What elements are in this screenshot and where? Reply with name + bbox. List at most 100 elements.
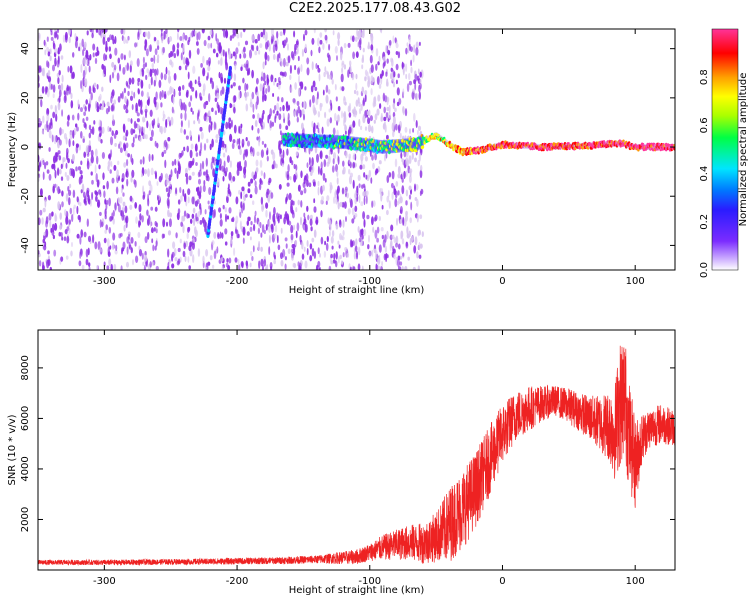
noise-cell xyxy=(259,222,261,228)
noise-cell xyxy=(222,265,224,271)
noise-cell xyxy=(225,51,227,59)
noise-cell xyxy=(126,171,129,178)
noise-cell xyxy=(335,198,338,204)
noise-cell xyxy=(190,219,193,224)
noise-cell xyxy=(323,72,325,77)
noise-cell xyxy=(58,85,61,90)
noise-cell xyxy=(258,50,260,55)
noise-cell xyxy=(150,137,153,141)
noise-cell xyxy=(47,37,49,42)
noise-cell xyxy=(186,136,189,140)
noise-cell xyxy=(168,75,171,83)
noise-cell xyxy=(231,231,234,236)
noise-cell xyxy=(137,81,139,86)
noise-cell xyxy=(392,246,394,253)
noise-cell xyxy=(50,228,52,233)
noise-cell xyxy=(222,86,225,94)
noise-cell xyxy=(336,224,339,230)
noise-cell xyxy=(359,194,361,203)
noise-cell xyxy=(287,183,290,187)
noise-cell xyxy=(169,174,172,181)
noise-cell xyxy=(156,228,158,233)
noise-cell xyxy=(267,40,270,47)
noise-cell xyxy=(352,35,355,42)
noise-cell xyxy=(267,85,270,92)
noise-cell xyxy=(150,207,153,211)
noise-cell xyxy=(330,254,333,258)
noise-cell xyxy=(100,139,102,144)
noise-cell xyxy=(419,255,422,259)
noise-cell xyxy=(80,131,83,139)
noise-cell xyxy=(417,230,419,236)
noise-cell xyxy=(124,88,126,94)
noise-cell xyxy=(371,126,373,134)
noise-cell xyxy=(93,52,95,57)
noise-cell xyxy=(122,91,124,99)
noise-cell xyxy=(360,154,363,162)
noise-cell xyxy=(265,202,268,209)
noise-cell xyxy=(307,215,309,221)
noise-cell xyxy=(358,102,361,107)
noise-cell xyxy=(252,148,254,157)
noise-cell xyxy=(89,140,91,146)
noise-cell xyxy=(93,83,96,87)
noise-cell xyxy=(185,57,188,65)
noise-cell xyxy=(155,207,158,212)
noise-cell xyxy=(188,119,190,128)
noise-cell xyxy=(166,180,169,185)
noise-cell xyxy=(384,121,386,125)
noise-cell xyxy=(67,158,70,163)
noise-cell xyxy=(58,55,60,64)
noise-cell xyxy=(370,88,372,95)
noise-cell xyxy=(226,31,228,37)
colorbar-tick-label: 0.8 xyxy=(699,69,710,85)
noise-cell xyxy=(319,73,321,81)
noise-cell xyxy=(385,45,387,53)
noise-cell xyxy=(322,43,324,50)
noise-cell xyxy=(402,63,405,68)
noise-cell xyxy=(126,39,129,43)
x-tick-label: 0 xyxy=(499,276,505,287)
noise-cell xyxy=(43,208,46,213)
noise-cell xyxy=(103,185,105,189)
noise-cell xyxy=(280,107,282,111)
noise-cell xyxy=(208,110,210,116)
noise-cell xyxy=(379,103,381,109)
noise-cell xyxy=(200,220,203,225)
noise-cell xyxy=(68,228,70,234)
noise-cell xyxy=(364,76,366,81)
noise-cell xyxy=(227,155,230,163)
noise-cell xyxy=(402,238,404,244)
noise-cell xyxy=(306,67,309,75)
noise-cell xyxy=(267,147,269,154)
noise-cell xyxy=(56,152,59,157)
noise-cell xyxy=(208,200,210,204)
noise-cell xyxy=(185,256,187,262)
noise-cell xyxy=(359,183,361,188)
noise-cell xyxy=(228,117,231,122)
noise-cell xyxy=(400,133,402,139)
noise-cell xyxy=(245,41,248,46)
noise-cell xyxy=(343,252,345,257)
noise-cell xyxy=(345,131,347,135)
noise-cell xyxy=(233,27,236,35)
noise-cell xyxy=(41,217,43,224)
noise-cell xyxy=(315,63,317,69)
noise-cell xyxy=(374,230,377,239)
noise-cell xyxy=(109,53,112,59)
noise-cell xyxy=(225,122,228,129)
noise-cell xyxy=(391,58,394,66)
noise-cell xyxy=(398,166,401,175)
noise-cell xyxy=(261,149,264,158)
noise-cell xyxy=(305,44,307,53)
noise-cell xyxy=(267,55,269,61)
noise-cell xyxy=(381,261,383,266)
noise-cell xyxy=(326,243,329,251)
noise-cell xyxy=(241,187,244,192)
noise-cell xyxy=(395,159,397,168)
noise-cell xyxy=(76,126,79,131)
noise-cell xyxy=(96,265,98,269)
noise-cell xyxy=(405,108,407,116)
noise-cell xyxy=(38,118,40,123)
noise-cell xyxy=(318,187,320,196)
